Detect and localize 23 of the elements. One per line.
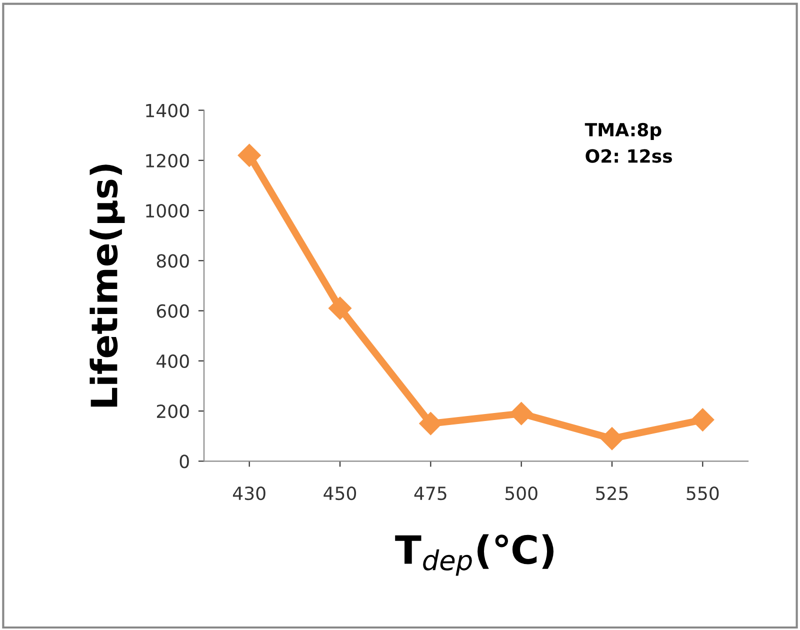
y-tick-label: 400 <box>156 354 189 368</box>
x-tick-label: 475 <box>414 486 446 500</box>
x-tick-label: 450 <box>324 486 356 500</box>
y-tick-label: 200 <box>156 404 189 418</box>
y-tick-label: 1400 <box>146 104 189 118</box>
annotation: O2: 12ss <box>586 149 672 163</box>
annotation: TMA:8p <box>584 122 662 140</box>
x-tick-label: 430 <box>232 486 266 500</box>
point <box>691 408 714 432</box>
point <box>238 144 261 167</box>
y-tick-label: 600 <box>156 304 189 318</box>
x-axis-title: T$_{dep}$(℃) <box>395 534 554 576</box>
x-tick-label: 500 <box>505 486 538 500</box>
x-tick-label: 525 <box>596 486 628 500</box>
point <box>328 296 352 320</box>
y-tick-label: 0 <box>180 454 189 468</box>
point <box>600 427 624 450</box>
y-tick-label: 1200 <box>146 154 189 168</box>
y-axis-title: Lifetime(μs) <box>90 164 125 407</box>
y-tick-label: 1000 <box>146 204 189 218</box>
y-tick-label: 800 <box>156 254 189 268</box>
x-tick-label: 550 <box>686 486 719 500</box>
point <box>510 402 533 426</box>
